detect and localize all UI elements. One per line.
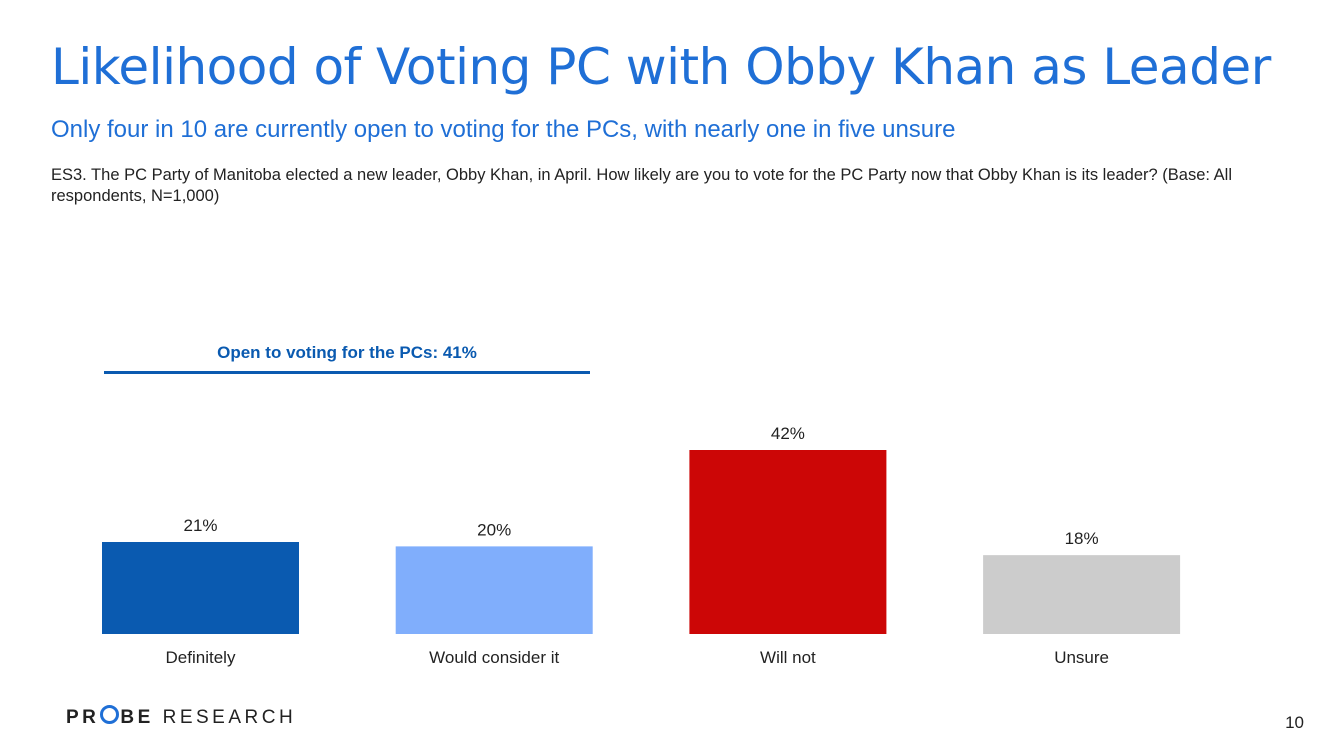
open-to-voting-bracket-line — [104, 371, 590, 374]
category-label: Unsure — [1054, 648, 1109, 667]
bar-will-not — [689, 450, 887, 634]
data-label: 18% — [1065, 529, 1099, 548]
bar-unsure — [983, 555, 1181, 634]
category-label: Definitely — [166, 648, 236, 667]
data-label: 21% — [183, 516, 217, 535]
probe-research-logo: PR BE RESEARCH — [66, 705, 297, 728]
page-title: Likelihood of Voting PC with Obby Khan a… — [51, 38, 1271, 96]
category-label: Will not — [760, 648, 816, 667]
open-to-voting-label: Open to voting for the PCs: 41% — [217, 343, 477, 362]
category-label: Would consider it — [429, 648, 559, 667]
logo-ring-icon — [100, 705, 120, 724]
data-label: 20% — [477, 520, 511, 539]
bar-would-consider-it — [395, 546, 593, 634]
bar-definitely — [102, 542, 299, 634]
page-subtitle: Only four in 10 are currently open to vo… — [51, 116, 956, 143]
page-number: 10 — [1285, 713, 1304, 732]
data-label: 42% — [771, 424, 805, 443]
survey-question: ES3. The PC Party of Manitoba elected a … — [51, 166, 1232, 205]
